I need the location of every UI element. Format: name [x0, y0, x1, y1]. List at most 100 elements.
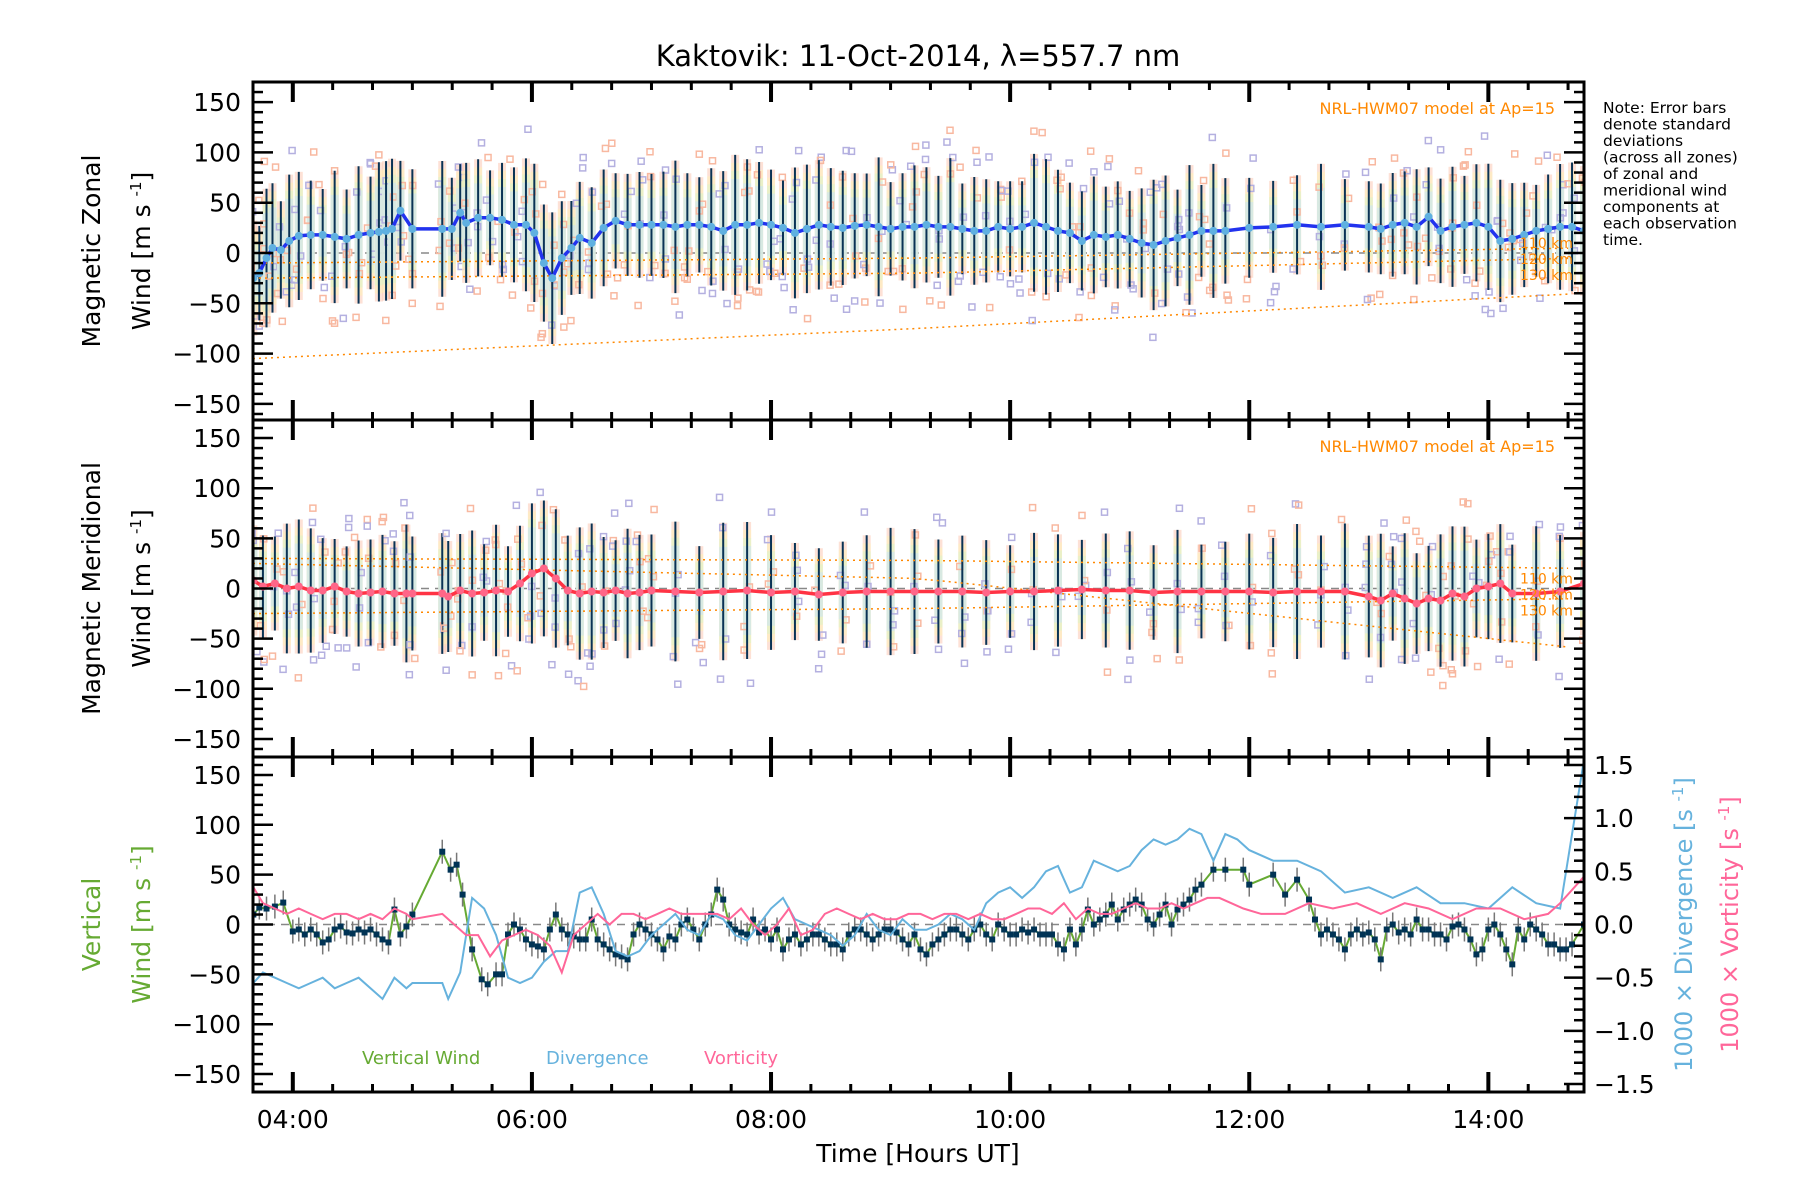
zone-sample-marker — [461, 199, 469, 207]
zone-sample-marker — [1249, 154, 1257, 162]
zone-sample-marker — [1389, 532, 1398, 541]
zone-sample-marker — [1199, 176, 1208, 185]
zone-sample-marker — [780, 283, 788, 292]
vertical-wind-point — [720, 896, 727, 903]
zone-sample-marker — [1078, 511, 1086, 520]
vertical-wind-point — [893, 929, 900, 936]
zone-sample-marker — [309, 148, 318, 156]
vertical-wind-point — [1282, 891, 1289, 898]
vertical-wind-point — [863, 931, 870, 938]
mean-wind-point — [268, 243, 277, 252]
mean-wind-point — [1400, 218, 1409, 227]
mean-wind-point — [330, 582, 339, 591]
zone-sample-marker — [1044, 153, 1052, 162]
vertical-wind-point — [1365, 929, 1372, 936]
mean-wind-point — [1472, 218, 1481, 227]
zone-sample-marker — [579, 682, 588, 691]
zone-sample-marker — [401, 524, 409, 532]
mean-wind-point — [1412, 599, 1421, 608]
zone-sample-marker — [1016, 289, 1024, 297]
zone-sample-marker — [837, 647, 845, 655]
vertical-wind-point — [594, 936, 601, 943]
zone-sample-marker — [494, 671, 503, 680]
mean-wind-point — [695, 220, 704, 229]
vertical-wind-point — [1323, 926, 1330, 933]
mean-wind-point — [402, 589, 411, 598]
mean-wind-point — [1030, 218, 1039, 227]
mean-wind-point — [1077, 236, 1086, 245]
vertical-wind-point — [618, 953, 625, 960]
mean-wind-point — [1269, 222, 1278, 231]
zone-sample-marker — [1270, 287, 1279, 296]
mean-wind-point — [898, 222, 907, 231]
mean-wind-point — [539, 259, 548, 268]
mean-wind-point — [438, 224, 447, 233]
vertical-wind-point — [1060, 946, 1067, 953]
vertical-wind-point — [1246, 881, 1253, 888]
zone-sample-marker — [566, 251, 574, 260]
mean-wind-point — [1460, 220, 1469, 229]
zone-sample-marker — [723, 299, 731, 308]
mean-wind-point — [468, 589, 477, 598]
zone-sample-marker — [520, 195, 529, 204]
zone-sample-marker — [538, 329, 547, 338]
vertical-wind-point — [1515, 926, 1522, 933]
zone-sample-marker — [789, 306, 797, 314]
mean-wind-point — [1520, 230, 1529, 239]
zone-sample-marker — [296, 252, 305, 260]
mean-wind-point — [521, 220, 530, 229]
mean-wind-point — [1245, 587, 1254, 596]
zone-sample-marker — [1533, 577, 1542, 585]
note-line: Note: Error bars — [1603, 99, 1726, 117]
mean-wind-point — [509, 220, 518, 229]
vertical-wind-point — [1096, 916, 1103, 923]
zone-sample-marker — [342, 644, 351, 652]
zone-sample-marker — [567, 642, 575, 651]
mean-wind-point — [719, 587, 728, 596]
unit-bracket: ] — [127, 845, 156, 855]
zone-sample-marker — [721, 245, 729, 254]
zone-sample-marker — [1103, 606, 1111, 614]
zone-sample-marker — [466, 504, 475, 513]
mean-wind-point — [1185, 230, 1194, 239]
mean-wind-point — [456, 208, 465, 217]
zone-sample-marker — [607, 159, 616, 168]
mean-wind-point — [1424, 212, 1433, 221]
vertical-wind-point — [528, 941, 535, 948]
zone-sample-marker — [1129, 285, 1137, 293]
zone-sample-marker — [524, 125, 532, 133]
zone-sample-marker — [315, 180, 323, 189]
plot-area-meridional — [253, 488, 1584, 691]
zone-sample-marker — [1007, 533, 1016, 542]
y-tick-label: −150 — [172, 1060, 241, 1089]
mean-wind-point — [262, 254, 271, 263]
mean-wind-point — [982, 226, 991, 235]
zone-sample-marker — [1103, 568, 1112, 577]
mean-wind-point — [922, 220, 931, 229]
vertical-wind-point — [935, 936, 942, 943]
zone-sample-marker — [339, 314, 348, 323]
zone-sample-marker — [1459, 162, 1468, 170]
vertical-wind-point — [271, 903, 278, 910]
mean-wind-point — [1113, 230, 1122, 239]
mean-wind-point — [1137, 238, 1146, 247]
zone-sample-marker — [579, 153, 587, 162]
zone-sample-marker — [1051, 524, 1059, 532]
zone-sample-marker — [860, 508, 869, 516]
zone-sample-marker — [538, 180, 547, 189]
unit-superscript: -1 — [127, 855, 145, 870]
mean-wind-point — [1364, 592, 1373, 601]
altitude-label: 130 km — [1520, 604, 1573, 620]
zone-sample-marker — [1153, 654, 1161, 663]
zone-sample-marker — [278, 317, 287, 326]
zone-sample-marker — [436, 302, 444, 311]
zone-sample-marker — [1124, 675, 1132, 684]
zone-sample-marker — [671, 297, 679, 305]
zone-sample-marker — [1402, 516, 1411, 524]
mean-wind-point — [366, 228, 375, 237]
zone-sample-marker — [1486, 532, 1494, 540]
vertical-wind-point — [1054, 941, 1061, 948]
vertical-wind-point — [899, 936, 906, 943]
mean-wind-point — [850, 221, 859, 230]
zone-sample-marker — [1436, 146, 1445, 154]
